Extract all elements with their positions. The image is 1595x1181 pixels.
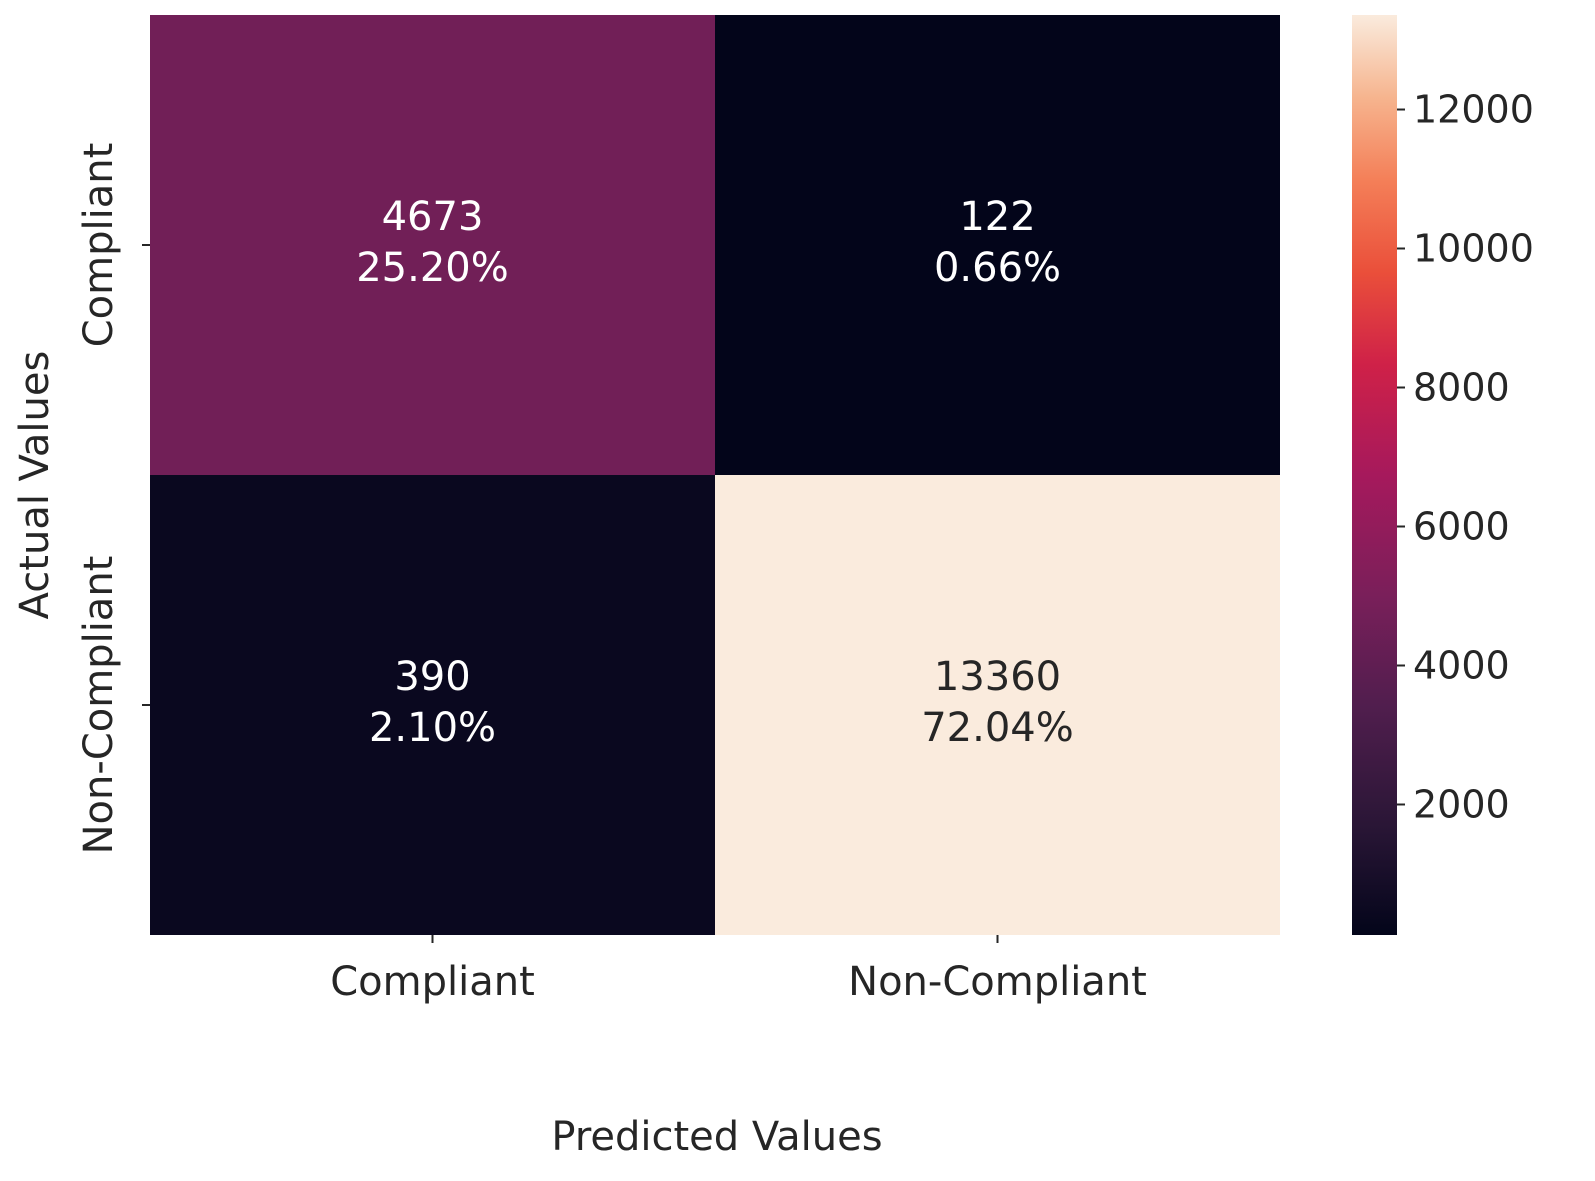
heatmap-cell-0 [150, 15, 715, 475]
colorbar-tick-label: 4000 [1413, 643, 1510, 687]
y-axis-ticks: Compliant Non-Compliant [76, 143, 150, 855]
colorbar-tick-label: 2000 [1413, 782, 1510, 826]
x-tick-label: Compliant [330, 959, 535, 1005]
x-axis-title: Predicted Values [551, 1114, 882, 1160]
colorbar-ticks: 2000 4000 6000 8000 10000 12000 [1397, 88, 1534, 826]
cell-count-label: 390 [394, 654, 470, 700]
colorbar-tick-label: 12000 [1413, 88, 1534, 132]
x-axis-ticks: Compliant Non-Compliant [330, 935, 1147, 1005]
heatmap-cell-3 [715, 475, 1280, 935]
heatmap-cell-2 [150, 475, 715, 935]
colorbar [1352, 15, 1397, 935]
cell-count-label: 4673 [382, 194, 484, 240]
colorbar-tick-label: 6000 [1413, 504, 1510, 548]
x-tick-label: Non-Compliant [848, 959, 1147, 1005]
cell-percent-label: 0.66% [934, 245, 1061, 291]
cell-percent-label: 25.20% [356, 245, 509, 291]
colorbar-tick-label: 8000 [1413, 366, 1510, 410]
colorbar-tick-label: 10000 [1413, 227, 1534, 271]
y-tick-label: Non-Compliant [76, 556, 122, 855]
heatmap-cells [150, 15, 1280, 935]
heatmap-cell-1 [715, 15, 1280, 475]
cell-percent-label: 72.04% [921, 705, 1074, 751]
heatmap-annotations: 4673 25.20% 122 0.66% 390 2.10% 13360 72.04% [356, 194, 1074, 751]
y-tick-label: Compliant [76, 143, 122, 348]
cell-count-label: 122 [959, 194, 1035, 240]
cell-count-label: 13360 [934, 654, 1061, 700]
y-axis-title: Actual Values [12, 351, 58, 620]
cell-percent-label: 2.10% [369, 705, 496, 751]
